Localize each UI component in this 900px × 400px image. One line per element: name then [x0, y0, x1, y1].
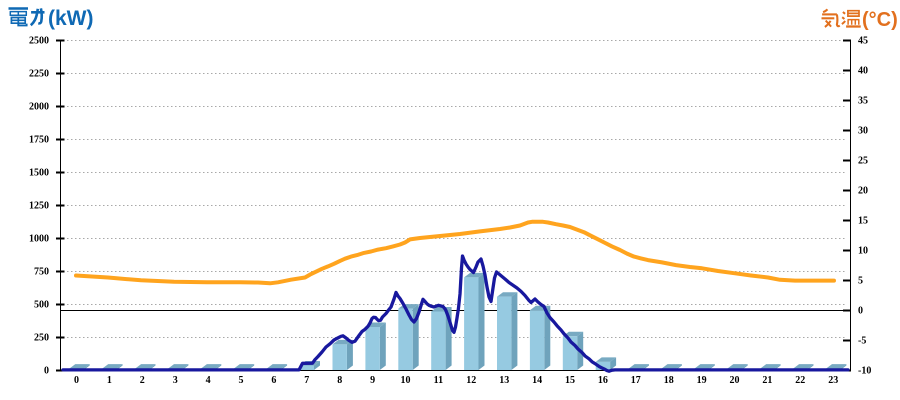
svg-text:4: 4 — [206, 375, 211, 386]
svg-text:6: 6 — [271, 375, 276, 386]
svg-text:1: 1 — [107, 375, 112, 386]
svg-text:40: 40 — [858, 66, 868, 77]
svg-text:2000: 2000 — [29, 102, 49, 113]
svg-text:45: 45 — [858, 36, 868, 47]
svg-text:0: 0 — [44, 366, 49, 377]
svg-text:19: 19 — [697, 375, 707, 386]
svg-text:(°C): (°C) — [862, 9, 898, 31]
svg-text:10: 10 — [401, 375, 411, 386]
svg-text:20: 20 — [858, 186, 868, 197]
svg-text:15: 15 — [858, 216, 868, 227]
svg-text:1250: 1250 — [29, 201, 49, 212]
svg-text:(kW): (kW) — [48, 7, 94, 30]
svg-text:1500: 1500 — [29, 168, 49, 179]
svg-text:12: 12 — [466, 375, 476, 386]
svg-text:14: 14 — [532, 375, 542, 386]
svg-text:750: 750 — [34, 267, 49, 278]
svg-text:2500: 2500 — [29, 36, 49, 47]
svg-text:20: 20 — [730, 375, 740, 386]
svg-text:25: 25 — [858, 156, 868, 167]
svg-text:5: 5 — [239, 375, 244, 386]
svg-text:11: 11 — [434, 375, 443, 386]
svg-text:1750: 1750 — [29, 135, 49, 146]
svg-text:0: 0 — [858, 306, 863, 317]
svg-text:30: 30 — [858, 126, 868, 137]
svg-text:-5: -5 — [858, 336, 866, 347]
svg-text:3: 3 — [173, 375, 178, 386]
svg-text:35: 35 — [858, 96, 868, 107]
svg-text:22: 22 — [795, 375, 805, 386]
svg-text:23: 23 — [828, 375, 838, 386]
svg-text:13: 13 — [499, 375, 509, 386]
svg-text:7: 7 — [304, 375, 309, 386]
svg-text:2: 2 — [140, 375, 145, 386]
svg-text:5: 5 — [858, 276, 863, 287]
svg-text:1000: 1000 — [29, 234, 49, 245]
svg-text:16: 16 — [598, 375, 608, 386]
svg-text:17: 17 — [631, 375, 641, 386]
svg-text:10: 10 — [858, 246, 868, 257]
svg-text:2250: 2250 — [29, 69, 49, 80]
svg-text:250: 250 — [34, 333, 49, 344]
svg-text:500: 500 — [34, 300, 49, 311]
svg-text:15: 15 — [565, 375, 575, 386]
svg-text:-10: -10 — [858, 366, 871, 377]
svg-text:9: 9 — [370, 375, 375, 386]
svg-text:0: 0 — [74, 375, 79, 386]
svg-text:18: 18 — [664, 375, 674, 386]
svg-text:21: 21 — [762, 375, 772, 386]
svg-text:8: 8 — [337, 375, 342, 386]
